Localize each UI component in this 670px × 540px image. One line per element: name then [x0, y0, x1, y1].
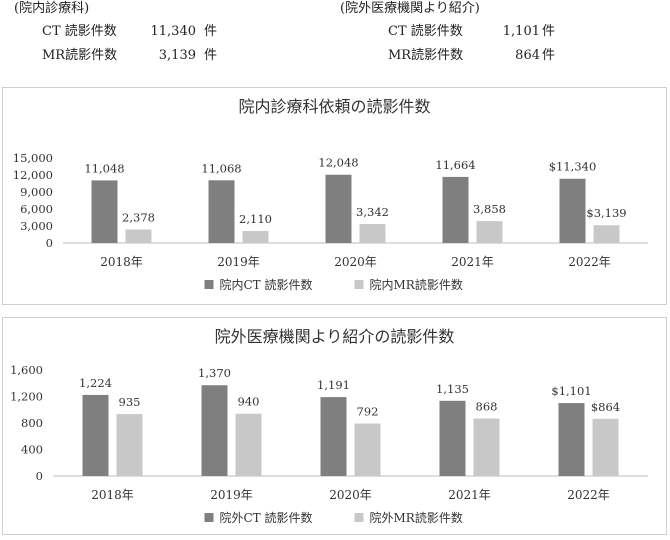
x-tick-label: 2020年	[329, 488, 372, 502]
legend-swatch	[354, 280, 364, 289]
data-label: $864	[591, 400, 620, 414]
bar	[325, 174, 352, 243]
bar	[208, 180, 235, 243]
external-ct-label: CT 読影件数	[388, 24, 463, 39]
chart-title: 院外医療機関より紹介の読影件数	[215, 327, 455, 346]
external-mr-label: MR読影件数	[388, 48, 464, 63]
bar	[442, 176, 469, 243]
data-label: 868	[476, 399, 498, 413]
data-label: $11,340	[549, 160, 597, 174]
external-mr-value: 864	[515, 48, 540, 63]
bar	[359, 224, 386, 243]
bar	[235, 413, 262, 476]
data-label: 1,135	[436, 382, 469, 396]
legend-label: 院外MR読影件数	[370, 510, 463, 525]
bar	[559, 178, 586, 243]
bar	[593, 225, 620, 243]
y-tick-label: 12,000	[13, 168, 53, 182]
data-label: $1,101	[551, 384, 591, 398]
bar	[473, 418, 500, 476]
legend-swatch	[354, 513, 364, 522]
bar	[125, 229, 152, 243]
chart-title: 院内診療科依頼の読影件数	[238, 97, 430, 116]
external-ct-row: CT 読影件数 1,101 件	[340, 20, 570, 44]
legend-label: 院内CT 読影件数	[220, 277, 313, 292]
x-tick-label: 2020年	[334, 255, 377, 269]
y-tick-label: 3,000	[20, 219, 53, 233]
bar	[354, 423, 381, 476]
y-tick-label: 6,000	[20, 202, 53, 216]
data-label: $3,139	[586, 206, 626, 220]
inhouse-summary: (院内診療科) CT 読影件数 11,340 件 MR読影件数 3,139 件	[14, 0, 244, 68]
y-tick-label: 0	[36, 469, 43, 483]
legend-swatch	[204, 513, 214, 522]
external-mr-unit: 件	[542, 48, 556, 63]
y-tick-label: 1,200	[10, 390, 43, 404]
external-chart-panel: 院外医療機関より紹介の読影件数 0 400 800 1,200 1,600 1,224 935…	[2, 317, 667, 535]
external-ct-value: 1,101	[502, 24, 540, 39]
bar	[201, 385, 228, 476]
data-label: 792	[357, 405, 379, 419]
inhouse-mr-label: MR読影件数	[42, 48, 118, 63]
bar	[320, 397, 347, 476]
data-label: 2,110	[239, 212, 272, 226]
data-label: 1,370	[198, 366, 231, 380]
bar	[116, 414, 143, 476]
inhouse-chart-panel: 院内診療科依頼の読影件数 0 3,000 6,000 9,000 12,000 15,000…	[2, 87, 667, 305]
data-label: 3,342	[356, 205, 389, 219]
x-tick-label: 2018年	[91, 488, 134, 502]
data-label: 1,224	[79, 376, 112, 390]
inhouse-mr-unit: 件	[204, 48, 218, 63]
inhouse-ct-label: CT 読影件数	[42, 24, 117, 39]
data-label: 3,858	[473, 202, 506, 216]
inhouse-ct-value: 11,340	[150, 24, 197, 39]
inhouse-mr-row: MR読影件数 3,139 件	[14, 44, 244, 68]
data-label: 940	[238, 395, 260, 409]
x-tick-label: 2022年	[567, 488, 610, 502]
bar	[592, 418, 619, 476]
data-label: 11,664	[435, 158, 475, 172]
y-tick-label: 15,000	[13, 151, 53, 165]
x-tick-label: 2022年	[568, 255, 611, 269]
x-tick-label: 2021年	[451, 255, 494, 269]
bar	[242, 231, 269, 243]
legend-label: 院外CT 読影件数	[220, 510, 313, 525]
bar	[476, 221, 503, 243]
x-tick-label: 2019年	[210, 488, 253, 502]
inhouse-mr-value: 3,139	[158, 48, 196, 63]
legend-label: 院内MR読影件数	[370, 277, 463, 292]
x-tick-label: 2019年	[217, 255, 260, 269]
y-tick-label: 9,000	[20, 185, 53, 199]
bar	[91, 180, 118, 243]
data-label: 1,191	[317, 378, 350, 392]
data-label: 11,068	[201, 161, 241, 175]
bar	[439, 400, 466, 476]
y-tick-label: 400	[21, 443, 43, 457]
external-mr-row: MR読影件数 864 件	[340, 44, 570, 68]
y-tick-label: 1,600	[10, 363, 43, 377]
inhouse-chart: 院内診療科依頼の読影件数 0 3,000 6,000 9,000 12,000 15,000…	[13, 97, 648, 292]
data-label: 12,048	[318, 156, 358, 170]
data-label: 935	[119, 395, 141, 409]
bar	[82, 394, 109, 476]
inhouse-ct-unit: 件	[204, 24, 218, 39]
inhouse-ct-row: CT 読影件数 11,340 件	[14, 20, 244, 44]
external-summary: (院外医療機関より紹介) CT 読影件数 1,101 件 MR読影件数 864 …	[340, 0, 570, 68]
external-ct-unit: 件	[542, 24, 556, 39]
legend-swatch	[204, 280, 214, 289]
y-tick-label: 0	[46, 236, 53, 250]
x-tick-label: 2018年	[100, 255, 143, 269]
inhouse-summary-heading: (院内診療科)	[14, 1, 90, 16]
x-tick-label: 2021年	[448, 488, 491, 502]
external-chart: 院外医療機関より紹介の読影件数 0 400 800 1,200 1,600 1,224 935…	[10, 327, 648, 525]
data-label: 11,048	[84, 161, 124, 175]
external-summary-heading: (院外医療機関より紹介)	[340, 1, 480, 16]
bar	[558, 403, 585, 476]
y-tick-label: 800	[21, 416, 43, 430]
data-label: 2,378	[122, 211, 155, 225]
